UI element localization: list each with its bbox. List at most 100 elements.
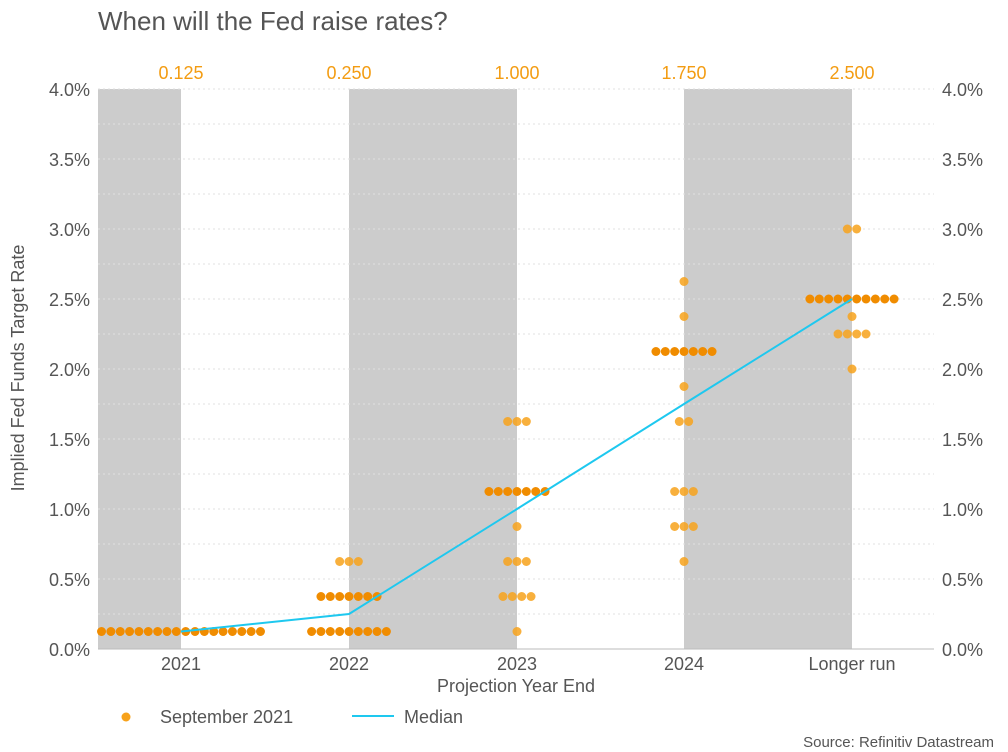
y-tick-label-right: 3.5% (942, 150, 983, 170)
projection-dot (651, 347, 661, 356)
projection-dot (861, 294, 871, 304)
projection-dot (344, 592, 354, 601)
projection-dot (688, 487, 698, 496)
projection-dot (255, 627, 265, 636)
median-series (180, 298, 853, 633)
projection-dot (852, 224, 862, 234)
projection-dot (227, 627, 237, 636)
projection-dot (512, 557, 522, 566)
projection-dot (852, 329, 862, 339)
y-tick-label-left: 0.0% (49, 640, 90, 660)
projection-dot (237, 627, 247, 636)
projection-dot (833, 329, 843, 339)
projection-dot (372, 627, 382, 636)
projection-dot (684, 417, 694, 426)
legend-dot-marker (121, 712, 131, 722)
y-axis-right: 0.0% 0.5% 1.0% 1.5% 2.0% 2.5% 3.0% 3.5% 4.0% (942, 80, 983, 660)
projection-dot (679, 557, 689, 566)
y-tick-label-left: 2.5% (49, 290, 90, 310)
projection-dot (814, 294, 824, 304)
projection-dot (870, 294, 880, 304)
legend: September 2021 Median (121, 707, 463, 727)
projection-dot (162, 627, 172, 636)
source-note: Source: Refinitiv Datastream (803, 734, 994, 751)
y-tick-label-left: 1.0% (49, 500, 90, 520)
projection-dot (316, 627, 326, 636)
y-tick-label-right: 1.0% (942, 500, 983, 520)
y-tick-label-right: 1.5% (942, 430, 983, 450)
chart-title: When will the Fed raise rates? (98, 6, 448, 36)
x-axis: 2021 2022 2023 2024 Longer run (161, 654, 896, 674)
median-value-label: 1.750 (661, 63, 706, 83)
y-axis-title: Implied Fed Funds Target Rate (8, 245, 28, 492)
projection-dot (353, 627, 363, 636)
projection-dot (521, 417, 531, 426)
projection-dot (660, 347, 670, 356)
projection-dot (847, 312, 857, 321)
projection-dot (503, 417, 513, 426)
projection-dot (493, 487, 503, 496)
x-tick-label: 2023 (497, 654, 537, 674)
median-value-label: 1.000 (494, 63, 539, 83)
projection-dot (503, 557, 513, 566)
projection-dot (880, 294, 890, 304)
y-tick-label-right: 2.5% (942, 290, 983, 310)
y-tick-label-right: 4.0% (942, 80, 983, 100)
projection-dot (698, 347, 708, 356)
y-axis-left: 0.0% 0.5% 1.0% 1.5% 2.0% 2.5% 3.0% 3.5% 4.0% (49, 80, 90, 660)
median-labels: 0.125 0.250 1.000 1.750 2.500 (158, 63, 874, 83)
projection-dot (190, 627, 200, 636)
projection-dot (679, 347, 689, 356)
projection-dot (679, 522, 689, 531)
projection-dot (688, 347, 698, 356)
projection-dot (521, 557, 531, 566)
y-tick-label-left: 0.5% (49, 570, 90, 590)
projection-dot (517, 592, 527, 601)
projection-dot (833, 294, 843, 304)
projection-dot (847, 364, 857, 374)
median-value-label: 0.250 (326, 63, 371, 83)
projection-dot (344, 627, 354, 636)
projection-dot (316, 592, 326, 601)
projection-dot (512, 627, 522, 636)
projection-dot (335, 627, 345, 636)
projection-dot (521, 487, 531, 496)
projection-dot (670, 487, 680, 496)
projection-dot (143, 627, 153, 636)
projection-dot (679, 312, 689, 321)
projection-dot (503, 487, 513, 496)
x-tick-label: 2021 (161, 654, 201, 674)
projection-dot (842, 329, 852, 339)
y-tick-label-right: 0.0% (942, 640, 983, 660)
projection-dot (889, 294, 899, 304)
projection-dot (125, 627, 135, 636)
projection-dot (325, 627, 335, 636)
projection-dot (679, 487, 689, 496)
projection-dot (353, 557, 363, 566)
projection-dot (134, 627, 144, 636)
projection-dot (363, 592, 373, 601)
projection-dot (325, 592, 335, 601)
y-tick-label-left: 4.0% (49, 80, 90, 100)
projection-dot (153, 627, 163, 636)
median-value-label: 2.500 (829, 63, 874, 83)
projection-dot (531, 487, 541, 496)
projection-dot (335, 592, 345, 601)
projection-dot (507, 592, 517, 601)
y-tick-label-right: 3.0% (942, 220, 983, 240)
x-axis-title: Projection Year End (437, 676, 595, 696)
x-tick-label: 2024 (664, 654, 704, 674)
projection-dot (512, 522, 522, 531)
projection-dot (97, 627, 107, 636)
projection-dot (824, 294, 834, 304)
projection-dot (307, 627, 317, 636)
projection-dot (526, 592, 536, 601)
projection-dot (861, 329, 871, 339)
y-tick-label-left: 3.5% (49, 150, 90, 170)
projection-dot (498, 592, 508, 601)
legend-median-label: Median (404, 707, 463, 727)
projection-dot (106, 627, 116, 636)
median-value-label: 0.125 (158, 63, 203, 83)
y-tick-label-left: 2.0% (49, 360, 90, 380)
